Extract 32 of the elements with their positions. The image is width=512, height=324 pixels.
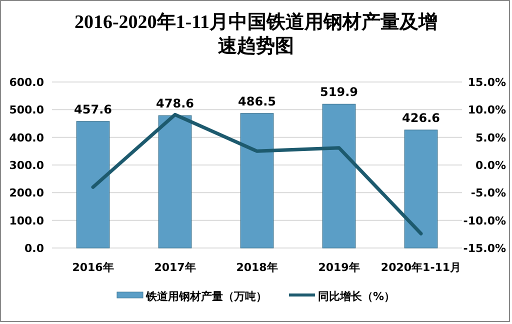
x-tick-label: 2019年 — [318, 261, 360, 274]
data-label: 426.6 — [402, 110, 440, 125]
y2-tick-label: -5.0% — [470, 186, 506, 200]
bar — [76, 121, 110, 248]
y-tick-label: 200.0 — [9, 186, 44, 200]
data-label: 486.5 — [238, 94, 276, 108]
y2-tick-label: 15.0% — [468, 76, 506, 89]
x-tick-label: 2017年 — [154, 261, 196, 274]
legend-label: 铁道用钢材产量（万吨） — [144, 290, 267, 303]
y2-tick-label: 5.0% — [475, 131, 506, 144]
bar — [322, 104, 356, 248]
x-tick-label: 2016年 — [72, 261, 114, 274]
chart-title: 2016-2020年1-11月中国铁道用钢材产量及增速趋势图 — [74, 11, 438, 57]
data-label: 519.9 — [320, 85, 358, 100]
x-tick-label: 2018年 — [236, 261, 278, 274]
y-tick-label: 600.0 — [9, 76, 44, 89]
bar — [404, 130, 438, 248]
y-tick-label: 0.0 — [24, 242, 44, 255]
data-label: 457.6 — [74, 102, 112, 116]
x-tick-label: 2020年1-11月 — [380, 261, 462, 274]
y2-tick-label: 10.0% — [468, 104, 506, 117]
y-tick-label: 500.0 — [9, 104, 44, 117]
y2-tick-label: -10.0% — [463, 214, 506, 228]
bar — [158, 115, 192, 248]
y-tick-label: 300.0 — [9, 159, 44, 172]
y2-tick-label: 0.0% — [475, 159, 506, 172]
y-tick-label: 100.0 — [9, 214, 44, 228]
bar — [240, 113, 274, 248]
data-label: 478.6 — [156, 96, 194, 111]
y2-tick-label: -15.0% — [463, 242, 506, 255]
y-tick-label: 400.0 — [9, 131, 44, 144]
legend-label: 同比增长（%） — [318, 290, 396, 303]
